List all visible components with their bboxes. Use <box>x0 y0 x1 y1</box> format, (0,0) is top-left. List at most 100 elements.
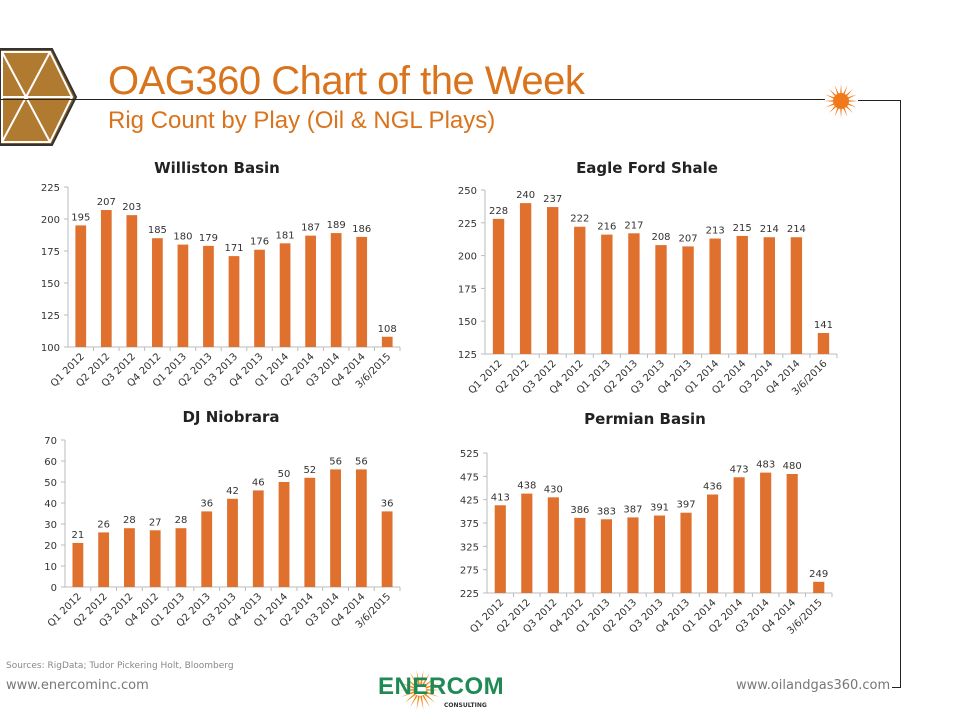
chart-eagle-ford-shale: Eagle Ford Shale125150175200225250228Q1 … <box>458 159 838 398</box>
data-label: 215 <box>733 223 752 234</box>
bar <box>494 505 506 593</box>
bar <box>254 249 265 347</box>
data-label: 397 <box>676 500 695 511</box>
bar <box>381 511 393 587</box>
bar <box>252 490 264 587</box>
data-label: 222 <box>570 214 589 225</box>
y-tick-label: 40 <box>44 499 57 510</box>
data-label: 180 <box>173 232 192 243</box>
sunburst-icon <box>824 84 858 118</box>
divider <box>858 100 901 101</box>
data-label: 228 <box>489 206 508 217</box>
y-tick-label: 125 <box>41 311 60 322</box>
logo-subtext: CONSULTING <box>444 702 487 709</box>
data-label: 195 <box>71 212 90 223</box>
y-tick-label: 175 <box>458 284 477 295</box>
chart-title: DJ Niobrara <box>182 408 279 426</box>
y-tick-label: 60 <box>44 457 57 468</box>
data-label: 141 <box>814 320 833 331</box>
y-tick-label: 50 <box>44 478 57 489</box>
y-tick-label: 150 <box>41 279 60 290</box>
bar <box>817 333 830 354</box>
y-tick-label: 425 <box>460 496 479 507</box>
data-label: 27 <box>149 517 162 528</box>
hexagon-logo-icon <box>0 48 78 146</box>
bar <box>98 532 110 587</box>
y-tick-label: 100 <box>41 343 60 354</box>
data-label: 436 <box>703 482 722 493</box>
enercom-url[interactable]: www.enercominc.com <box>6 678 149 693</box>
data-label: 213 <box>706 226 725 237</box>
bar <box>601 234 613 354</box>
enercom-logo: ENERCOM CONSULTING <box>378 668 518 712</box>
data-label: 181 <box>276 230 295 241</box>
chart-title: Eagle Ford Shale <box>576 159 718 177</box>
data-label: 217 <box>624 220 643 231</box>
data-label: 249 <box>809 569 828 580</box>
data-label: 391 <box>650 503 669 514</box>
bar <box>72 542 84 587</box>
chart-permian-basin: Permian Basin225275325375425475525413Q1 … <box>460 410 833 637</box>
data-label: 480 <box>783 461 802 472</box>
bar <box>786 474 798 593</box>
bar <box>201 511 213 587</box>
bar <box>227 498 238 587</box>
data-label: 207 <box>679 233 698 244</box>
oilandgas360-url[interactable]: www.oilandgas360.com <box>736 678 891 693</box>
data-label: 237 <box>543 194 562 205</box>
bar <box>653 515 666 593</box>
y-tick-label: 525 <box>460 449 479 460</box>
bar <box>330 233 342 347</box>
y-tick-label: 275 <box>460 566 479 577</box>
bar <box>709 238 721 354</box>
y-tick-label: 125 <box>458 350 477 361</box>
bar <box>381 336 393 347</box>
logo-text: ENERCOM <box>378 673 505 700</box>
bar <box>175 528 187 587</box>
bar <box>124 528 135 587</box>
data-label: 42 <box>226 486 239 497</box>
data-label: 52 <box>303 465 316 476</box>
data-label: 108 <box>378 324 397 335</box>
y-tick-label: 70 <box>44 436 57 447</box>
bar <box>682 246 694 354</box>
data-label: 179 <box>199 233 218 244</box>
bar <box>304 477 316 587</box>
bar <box>356 236 368 347</box>
y-tick-label: 325 <box>460 542 479 553</box>
data-label: 208 <box>651 232 670 243</box>
bar <box>75 225 87 347</box>
bar <box>279 243 291 347</box>
bar <box>305 235 316 347</box>
data-label: 387 <box>623 504 642 515</box>
y-tick-label: 20 <box>44 541 57 552</box>
bar <box>492 218 505 354</box>
data-label: 185 <box>148 225 167 236</box>
data-label: 187 <box>301 223 320 234</box>
data-label: 214 <box>787 224 806 235</box>
bar <box>355 469 367 587</box>
bar <box>733 477 745 593</box>
data-label: 46 <box>252 477 265 488</box>
y-tick-label: 10 <box>44 562 57 573</box>
data-label: 203 <box>122 202 141 213</box>
bar <box>203 245 214 347</box>
data-label: 189 <box>327 220 346 231</box>
page-subtitle: Rig Count by Play (Oil & NGL Plays) <box>108 107 496 134</box>
y-tick-label: 225 <box>41 183 60 194</box>
y-tick-label: 175 <box>41 247 60 258</box>
y-tick-label: 225 <box>458 219 477 230</box>
data-label: 207 <box>97 197 116 208</box>
y-tick-label: 150 <box>458 317 477 328</box>
page-title: OAG360 Chart of the Week <box>108 59 585 103</box>
data-label: 483 <box>756 460 775 471</box>
data-label: 36 <box>381 498 394 509</box>
logo-burst-icon <box>400 670 440 710</box>
bar <box>627 517 639 593</box>
bar <box>521 493 533 593</box>
data-label: 430 <box>544 484 563 495</box>
bar <box>574 517 586 593</box>
y-tick-label: 0 <box>51 583 57 594</box>
data-label: 186 <box>352 224 371 235</box>
